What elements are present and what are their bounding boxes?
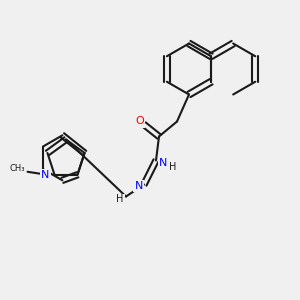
Text: H: H bbox=[169, 161, 176, 172]
Text: O: O bbox=[135, 116, 144, 127]
Text: H: H bbox=[116, 194, 124, 205]
Text: N: N bbox=[134, 181, 143, 191]
Text: N: N bbox=[159, 158, 168, 169]
Text: CH₃: CH₃ bbox=[9, 164, 25, 173]
Text: N: N bbox=[41, 170, 50, 180]
